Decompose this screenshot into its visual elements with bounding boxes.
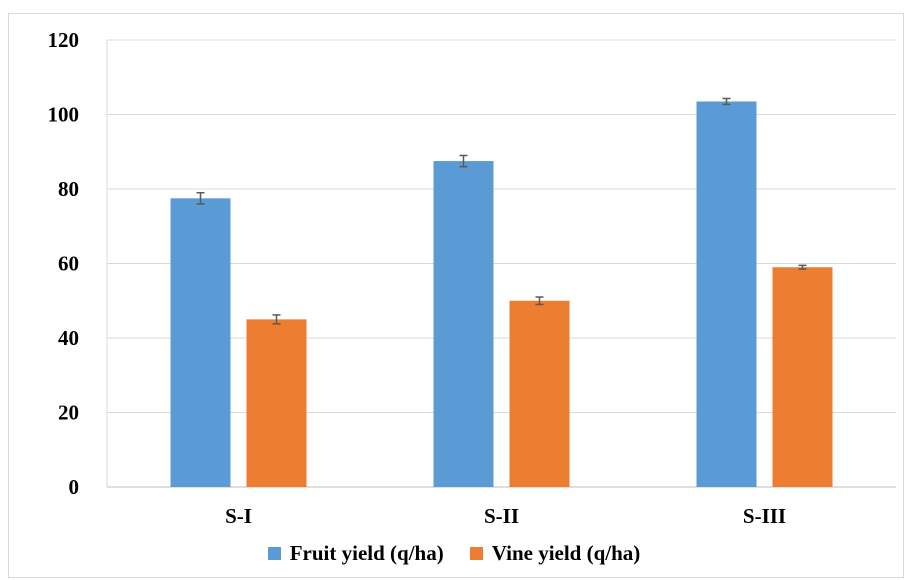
y-tick-label-100: 100 (48, 103, 80, 127)
y-tick-label-0: 0 (69, 475, 80, 499)
x-category-label-s-ii: S-II (484, 504, 519, 528)
bar-fruit-s-ii (433, 161, 494, 487)
legend-label-vine: Vine yield (q/ha) (491, 540, 641, 565)
x-category-label-s-i: S-I (225, 504, 252, 528)
legend-item-vine: Vine yield (q/ha) (469, 540, 641, 566)
legend-item-fruit: Fruit yield (q/ha) (267, 540, 444, 566)
bar-vine-s-iii (772, 267, 833, 487)
bar-vine-s-ii (509, 300, 570, 487)
y-tick-label-120: 120 (48, 28, 80, 52)
y-tick-label-80: 80 (58, 177, 79, 201)
legend-swatch-fruit (267, 546, 281, 560)
bar-fruit-s-iii (696, 101, 757, 488)
bar-vine-s-i (246, 319, 307, 487)
bar-chart: 0 20 40 60 80 100 120 S-I S-II S-III (48, 28, 896, 528)
legend: Fruit yield (q/ha) Vine yield (q/ha) (0, 533, 908, 573)
x-category-label-s-iii: S-III (743, 504, 786, 528)
y-tick-label-40: 40 (58, 326, 79, 350)
bar-fruit-s-i (170, 198, 231, 487)
y-tick-label-60: 60 (58, 252, 79, 276)
legend-swatch-vine (469, 546, 483, 560)
legend-label-fruit: Fruit yield (q/ha) (289, 540, 444, 565)
y-tick-label-20: 20 (58, 401, 79, 425)
